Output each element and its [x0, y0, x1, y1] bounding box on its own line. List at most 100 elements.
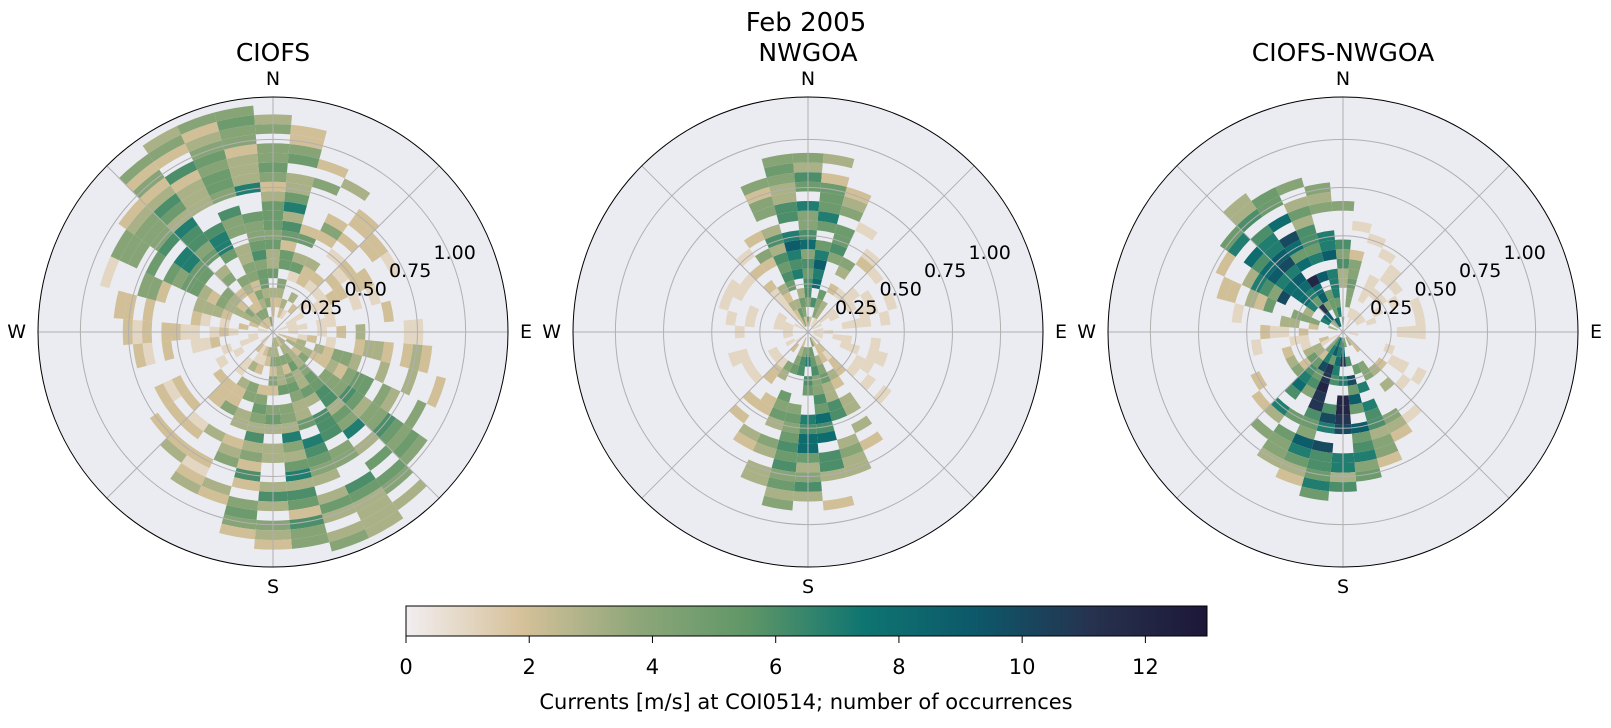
histogram-bin: [239, 338, 251, 347]
histogram-bin: [247, 291, 259, 304]
histogram-bin: [281, 342, 291, 353]
histogram-bin: [819, 458, 845, 473]
histogram-bin: [1284, 383, 1302, 400]
histogram-bin: [309, 301, 322, 314]
histogram-bin: [1374, 293, 1388, 307]
histogram-bin: [1364, 407, 1383, 422]
histogram-bin: [843, 399, 862, 416]
histogram-bin: [260, 335, 269, 343]
histogram-bin: [1355, 467, 1382, 482]
histogram-bin: [1357, 360, 1369, 373]
histogram-bin: [295, 274, 310, 288]
colorbar-tick-label: 4: [646, 655, 659, 679]
histogram-bin: [777, 283, 790, 296]
histogram-bin: [316, 485, 349, 506]
histogram-bin: [280, 412, 297, 425]
histogram-bin: [1323, 352, 1333, 364]
histogram-bin: [364, 510, 404, 538]
histogram-bin: [1298, 293, 1312, 307]
histogram-bin: [242, 261, 257, 275]
histogram-bin: [829, 407, 848, 422]
compass-label-n: N: [801, 68, 815, 90]
histogram-bin: [1311, 356, 1324, 369]
colorbar-ticks: 0 2 4 6 8 10 12: [399, 636, 1159, 679]
histogram-bin: [785, 279, 797, 292]
histogram-bin: [821, 172, 850, 187]
histogram-bin: [287, 325, 298, 331]
histogram-bin: [839, 293, 853, 307]
histogram-bin: [1279, 459, 1307, 478]
histogram-bin: [761, 495, 794, 511]
histogram-bin: [766, 477, 795, 492]
histogram-bin: [262, 345, 270, 357]
histogram-bin: [1366, 233, 1387, 249]
histogram-bin: [817, 211, 840, 225]
histogram-bin: [181, 121, 220, 144]
histogram-bin: [725, 310, 738, 326]
histogram-bin: [796, 365, 805, 377]
histogram-bin: [380, 387, 401, 413]
histogram-bin: [217, 205, 242, 223]
histogram-bin: [820, 467, 847, 482]
histogram-bin: [1287, 205, 1312, 223]
histogram-bin: [171, 375, 190, 397]
colorbar-tick-label: 10: [1009, 655, 1036, 679]
histogram-bin: [1295, 424, 1317, 440]
histogram-bin: [403, 399, 427, 430]
histogram-bin: [1277, 256, 1296, 274]
histogram-bin: [1332, 319, 1340, 328]
histogram-bin: [375, 458, 407, 487]
histogram-bin: [809, 346, 815, 357]
histogram-bin: [289, 261, 304, 275]
histogram-bin: [1278, 230, 1300, 249]
histogram-bin: [1316, 230, 1335, 243]
histogram-bin: [180, 224, 204, 247]
histogram-bin: [317, 354, 331, 369]
histogram-bin: [332, 362, 349, 380]
histogram-bin: [764, 486, 795, 501]
histogram-bin: [844, 186, 872, 205]
histogram-bin: [254, 259, 268, 271]
histogram-bin: [324, 273, 341, 291]
histogram-bin: [1229, 201, 1257, 226]
histogram-bin: [283, 352, 293, 364]
histogram-bin: [232, 306, 245, 318]
histogram-bin: [826, 368, 839, 381]
histogram-bin: [309, 376, 325, 392]
angular-gridline: [106, 165, 274, 333]
histogram-bin: [799, 356, 806, 367]
histogram-bin: [255, 342, 265, 353]
histogram-bin: [287, 303, 298, 315]
histogram-bin: [1409, 296, 1424, 314]
histogram-bin: [822, 153, 855, 169]
histogram-bin: [286, 477, 315, 492]
histogram-bin: [295, 338, 307, 347]
histogram-bin: [844, 459, 872, 478]
histogram-bin: [197, 284, 214, 302]
histogram-bin: [321, 345, 335, 359]
histogram-bin: [1348, 259, 1362, 271]
histogram-bin: [1320, 317, 1331, 326]
histogram-bin: [326, 248, 346, 267]
histogram-bin: [118, 198, 147, 230]
histogram-bin: [193, 149, 227, 170]
histogram-bin: [399, 434, 428, 466]
histogram-bin: [829, 242, 848, 257]
histogram-bin: [293, 312, 305, 322]
histogram-bin: [815, 239, 832, 252]
histogram-bin: [253, 300, 263, 312]
histogram-bin: [306, 450, 333, 468]
histogram-bin: [324, 373, 341, 391]
histogram-bin: [748, 368, 764, 384]
histogram-bin: [399, 343, 414, 369]
histogram-bin: [244, 220, 265, 234]
histogram-bin: [339, 350, 354, 368]
histogram-bin: [224, 505, 258, 521]
histogram-bin: [224, 143, 258, 159]
histogram-bin: [1306, 274, 1321, 288]
histogram-bin: [744, 186, 772, 205]
histogram-bin: [779, 430, 800, 444]
histogram-bin: [286, 380, 300, 394]
histogram-bin: [284, 372, 296, 385]
angular-gridline: [807, 165, 975, 333]
